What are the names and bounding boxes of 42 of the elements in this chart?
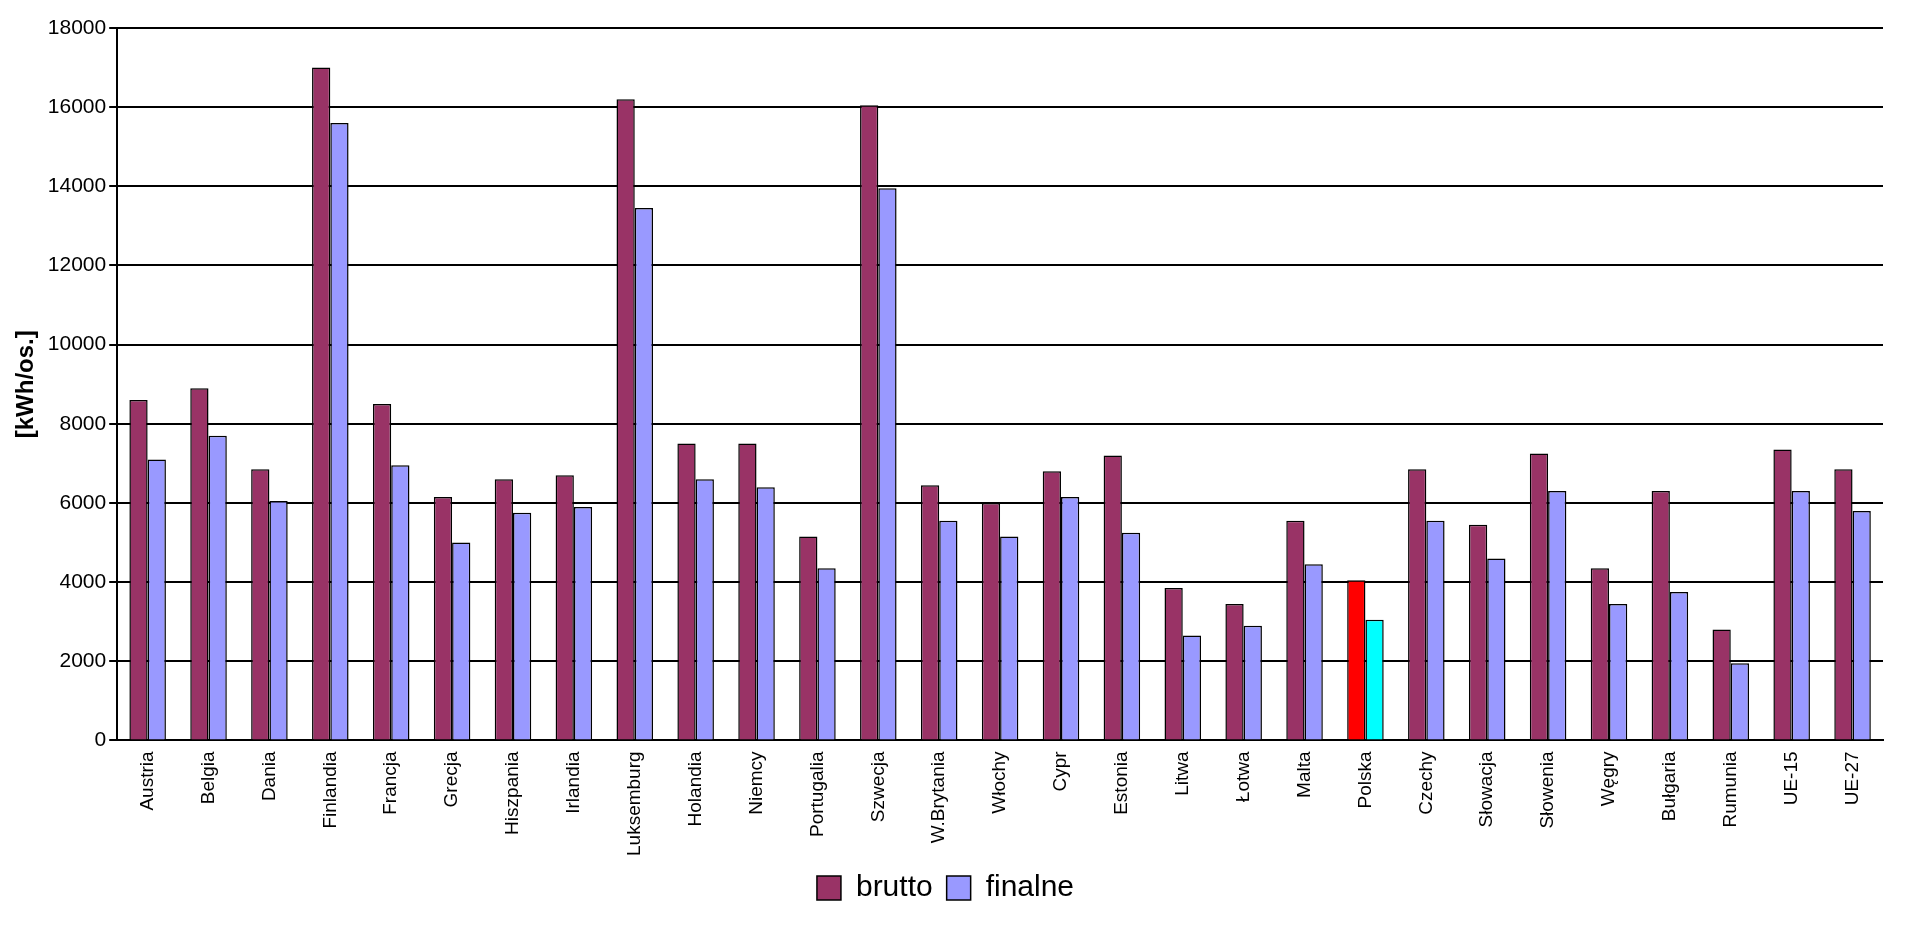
x-tick-label: Łotwa <box>1231 751 1253 803</box>
y-axis-title: [kWh/os.] <box>11 330 39 439</box>
y-tick-label: 4000 <box>59 568 107 592</box>
x-tick-label: Francja <box>379 751 401 815</box>
x-tick-label: Słowenia <box>1536 751 1558 829</box>
x-tick-label: Dania <box>257 751 279 802</box>
x-tick-label: Grecja <box>440 751 462 808</box>
y-tick-label: 2000 <box>59 648 107 672</box>
x-tick-label: Słowacja <box>1475 751 1497 828</box>
y-tick-label: 10000 <box>47 331 107 355</box>
x-tick-label: UE-27 <box>1840 751 1862 806</box>
x-tick-label: Rumunia <box>1719 751 1741 828</box>
y-tick-label: 6000 <box>59 489 107 513</box>
x-tick-label: Niemcy <box>744 750 766 815</box>
y-tick-label: 8000 <box>59 410 107 434</box>
x-tick-label: Hiszpania <box>501 751 523 835</box>
x-tick-label: Austria <box>135 751 157 811</box>
x-tick-label: Litwa <box>1171 751 1192 796</box>
x-tick-label: Belgia <box>196 751 218 805</box>
x-tick-label: UE-15 <box>1779 751 1801 806</box>
x-tick-label: Holandia <box>683 751 705 827</box>
legend-label: finalne <box>985 869 1075 903</box>
y-tick-label: 14000 <box>47 173 107 197</box>
x-tick-label: Portugalia <box>805 751 827 838</box>
x-tick-label: Czechy <box>1414 750 1436 815</box>
x-tick-label: Irlandia <box>562 751 584 814</box>
legend-label: brutto <box>855 869 933 903</box>
y-tick-label: 16000 <box>47 93 107 117</box>
x-tick-label: Polska <box>1353 751 1375 809</box>
x-tick-label: Bułgaria <box>1658 751 1680 822</box>
x-tick-label: Luksemburg <box>622 751 644 857</box>
y-tick-label: 12000 <box>47 252 107 276</box>
x-tick-label: Malta <box>1292 751 1314 798</box>
x-tick-label: Węgry <box>1597 750 1619 807</box>
x-tick-label: Włochy <box>988 750 1010 814</box>
x-tick-label: Finlandia <box>318 751 340 829</box>
y-tick-label: 0 <box>94 727 107 751</box>
x-tick-label: W.Brytania <box>927 751 949 844</box>
x-tick-label: Cypr <box>1049 750 1071 792</box>
x-tick-label: Szwecja <box>866 751 888 823</box>
x-tick-label: Estonia <box>1110 751 1132 815</box>
y-tick-label: 18000 <box>47 14 107 38</box>
